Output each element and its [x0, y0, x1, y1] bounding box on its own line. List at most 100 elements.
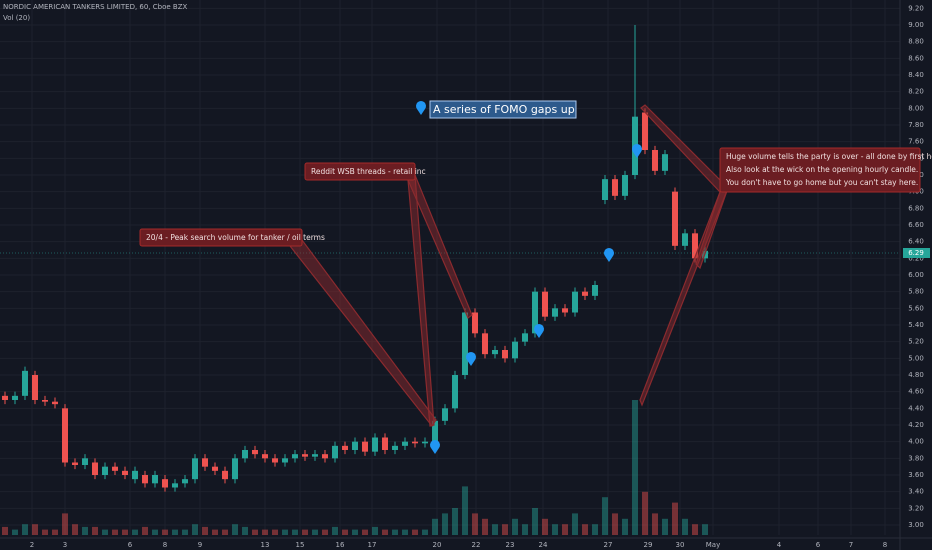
candle-body [462, 312, 468, 375]
volume-bar [652, 513, 658, 535]
callout-box [304, 162, 416, 181]
candle-body [572, 291, 578, 313]
x-tick-label: 20 [433, 541, 442, 549]
annotation: Also look at the wick on the opening hou… [726, 165, 918, 174]
candle-body [2, 395, 8, 400]
candle-body [622, 175, 628, 196]
volume-bar [672, 502, 678, 535]
candle-body [432, 420, 438, 442]
candle-body [202, 458, 208, 467]
x-tick-label: 7 [849, 541, 853, 549]
x-tick-label: 17 [368, 541, 377, 549]
y-tick-label: 4.00 [908, 438, 924, 446]
volume-bar [462, 486, 468, 535]
volume-bar [62, 513, 68, 535]
volume-bar [402, 529, 408, 535]
x-tick-label: 15 [296, 541, 305, 549]
candle-body [212, 466, 218, 471]
candle-body [32, 375, 38, 400]
volume-bar [492, 524, 498, 535]
candle-body [312, 454, 318, 457]
volume-bar [272, 529, 278, 535]
annotation: Reddit WSB threads - retail inc [311, 167, 426, 176]
candle-body [182, 479, 188, 484]
volume-bar [102, 529, 108, 535]
candle-body [232, 458, 238, 480]
volume-bar [52, 529, 58, 535]
volume-bar [452, 508, 458, 535]
candle-body [42, 400, 48, 402]
volume-bar [2, 526, 8, 535]
volume-bar [622, 518, 628, 535]
volume-bar [532, 508, 538, 535]
volume-pane [2, 400, 708, 535]
candle-body [662, 154, 668, 171]
candle-body [222, 470, 228, 480]
candle-body [122, 470, 128, 475]
last-price-box [903, 248, 930, 258]
candle-body [142, 475, 148, 484]
volume-bar [12, 529, 18, 535]
candle-body [542, 291, 548, 317]
candle-body [602, 179, 608, 200]
y-tick-label: 9.20 [908, 4, 924, 12]
candle-body [522, 333, 528, 342]
candle-body [422, 441, 428, 444]
candle-body [642, 112, 648, 150]
candle-body [292, 454, 298, 459]
y-tick-label: 3.80 [908, 454, 924, 462]
volume-bar [512, 518, 518, 535]
volume-bar [142, 526, 148, 535]
x-tick-label: 3 [63, 541, 67, 549]
candle-body [82, 458, 88, 465]
volume-bar [42, 529, 48, 535]
candle-body [252, 450, 258, 455]
volume-bar [552, 524, 558, 535]
volume-bar [162, 529, 168, 535]
volume-bar [252, 529, 258, 535]
y-tick-label: 6.80 [908, 204, 924, 212]
volume-bar [132, 529, 138, 535]
volume-bar [632, 400, 638, 535]
y-tick-label: 8.20 [908, 88, 924, 96]
candle-body [402, 441, 408, 446]
candle-body [162, 479, 168, 488]
y-tick-label: 5.60 [908, 304, 924, 312]
x-tick-label: 29 [644, 541, 653, 549]
y-tick-label: 8.80 [908, 38, 924, 46]
volume-bar [182, 529, 188, 535]
candle-body [272, 458, 278, 463]
y-tick-label: 5.40 [908, 321, 924, 329]
candle-body [262, 454, 268, 459]
volume-bar [242, 526, 248, 535]
x-tick-label: 6 [816, 541, 821, 549]
volume-bar [482, 518, 488, 535]
x-tick-label: 30 [676, 541, 685, 549]
annotation: You don't have to go home but you can't … [725, 178, 918, 187]
y-tick-label: 3.60 [908, 471, 924, 479]
x-tick-label: 4 [777, 541, 782, 549]
candle-body [342, 445, 348, 450]
y-tick-label: 4.20 [908, 421, 924, 429]
volume-bar [302, 529, 308, 535]
volume-bar [372, 526, 378, 535]
x-tick-label: 24 [539, 541, 548, 549]
volume-bar [322, 529, 328, 535]
y-tick-label: 8.00 [908, 104, 924, 112]
volume-bar [172, 529, 178, 535]
candle-body [92, 462, 98, 475]
candle-body [242, 450, 248, 459]
volume-bar [262, 529, 268, 535]
candle-body [382, 437, 388, 450]
candle-body [552, 308, 558, 317]
volume-bar [212, 529, 218, 535]
candle-body [302, 454, 308, 457]
volume-bar [412, 529, 418, 535]
volume-bar [432, 518, 438, 535]
volume-bar [282, 529, 288, 535]
volume-bar [602, 497, 608, 535]
volume-bar [292, 529, 298, 535]
pin [416, 101, 426, 115]
candle-body [102, 466, 108, 475]
